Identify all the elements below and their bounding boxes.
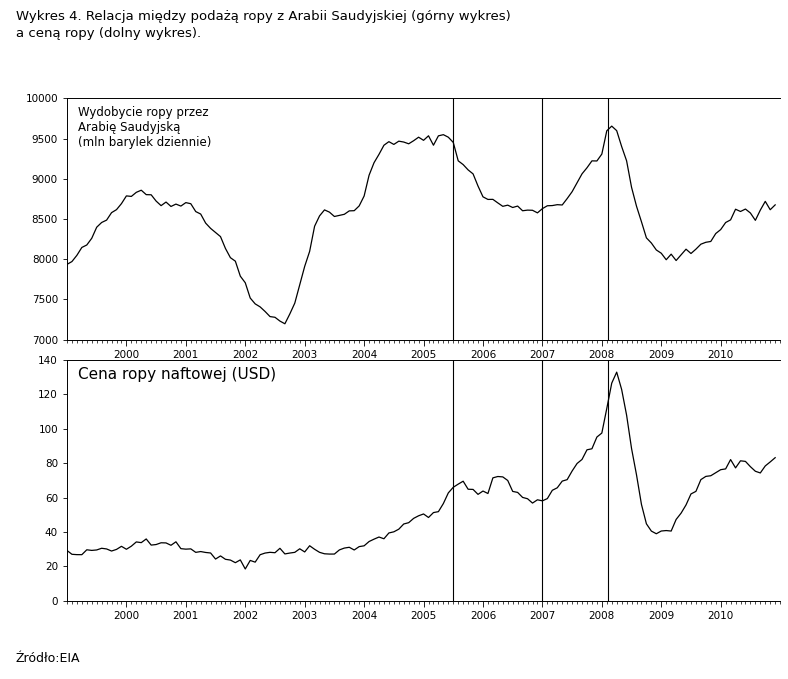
Text: Cena ropy naftowej (USD): Cena ropy naftowej (USD) (78, 367, 276, 382)
Text: Wykres 4. Relacja między podażą ropy z Arabii Saudyjskiej (górny wykres)
a ceną : Wykres 4. Relacja między podażą ropy z A… (16, 10, 511, 40)
Text: Źródło:EIA: Źródło:EIA (16, 653, 80, 665)
Text: Wydobycie ropy przez
Arabię Saudyjską
(mln barylek dziennie): Wydobycie ropy przez Arabię Saudyjską (m… (78, 106, 211, 149)
